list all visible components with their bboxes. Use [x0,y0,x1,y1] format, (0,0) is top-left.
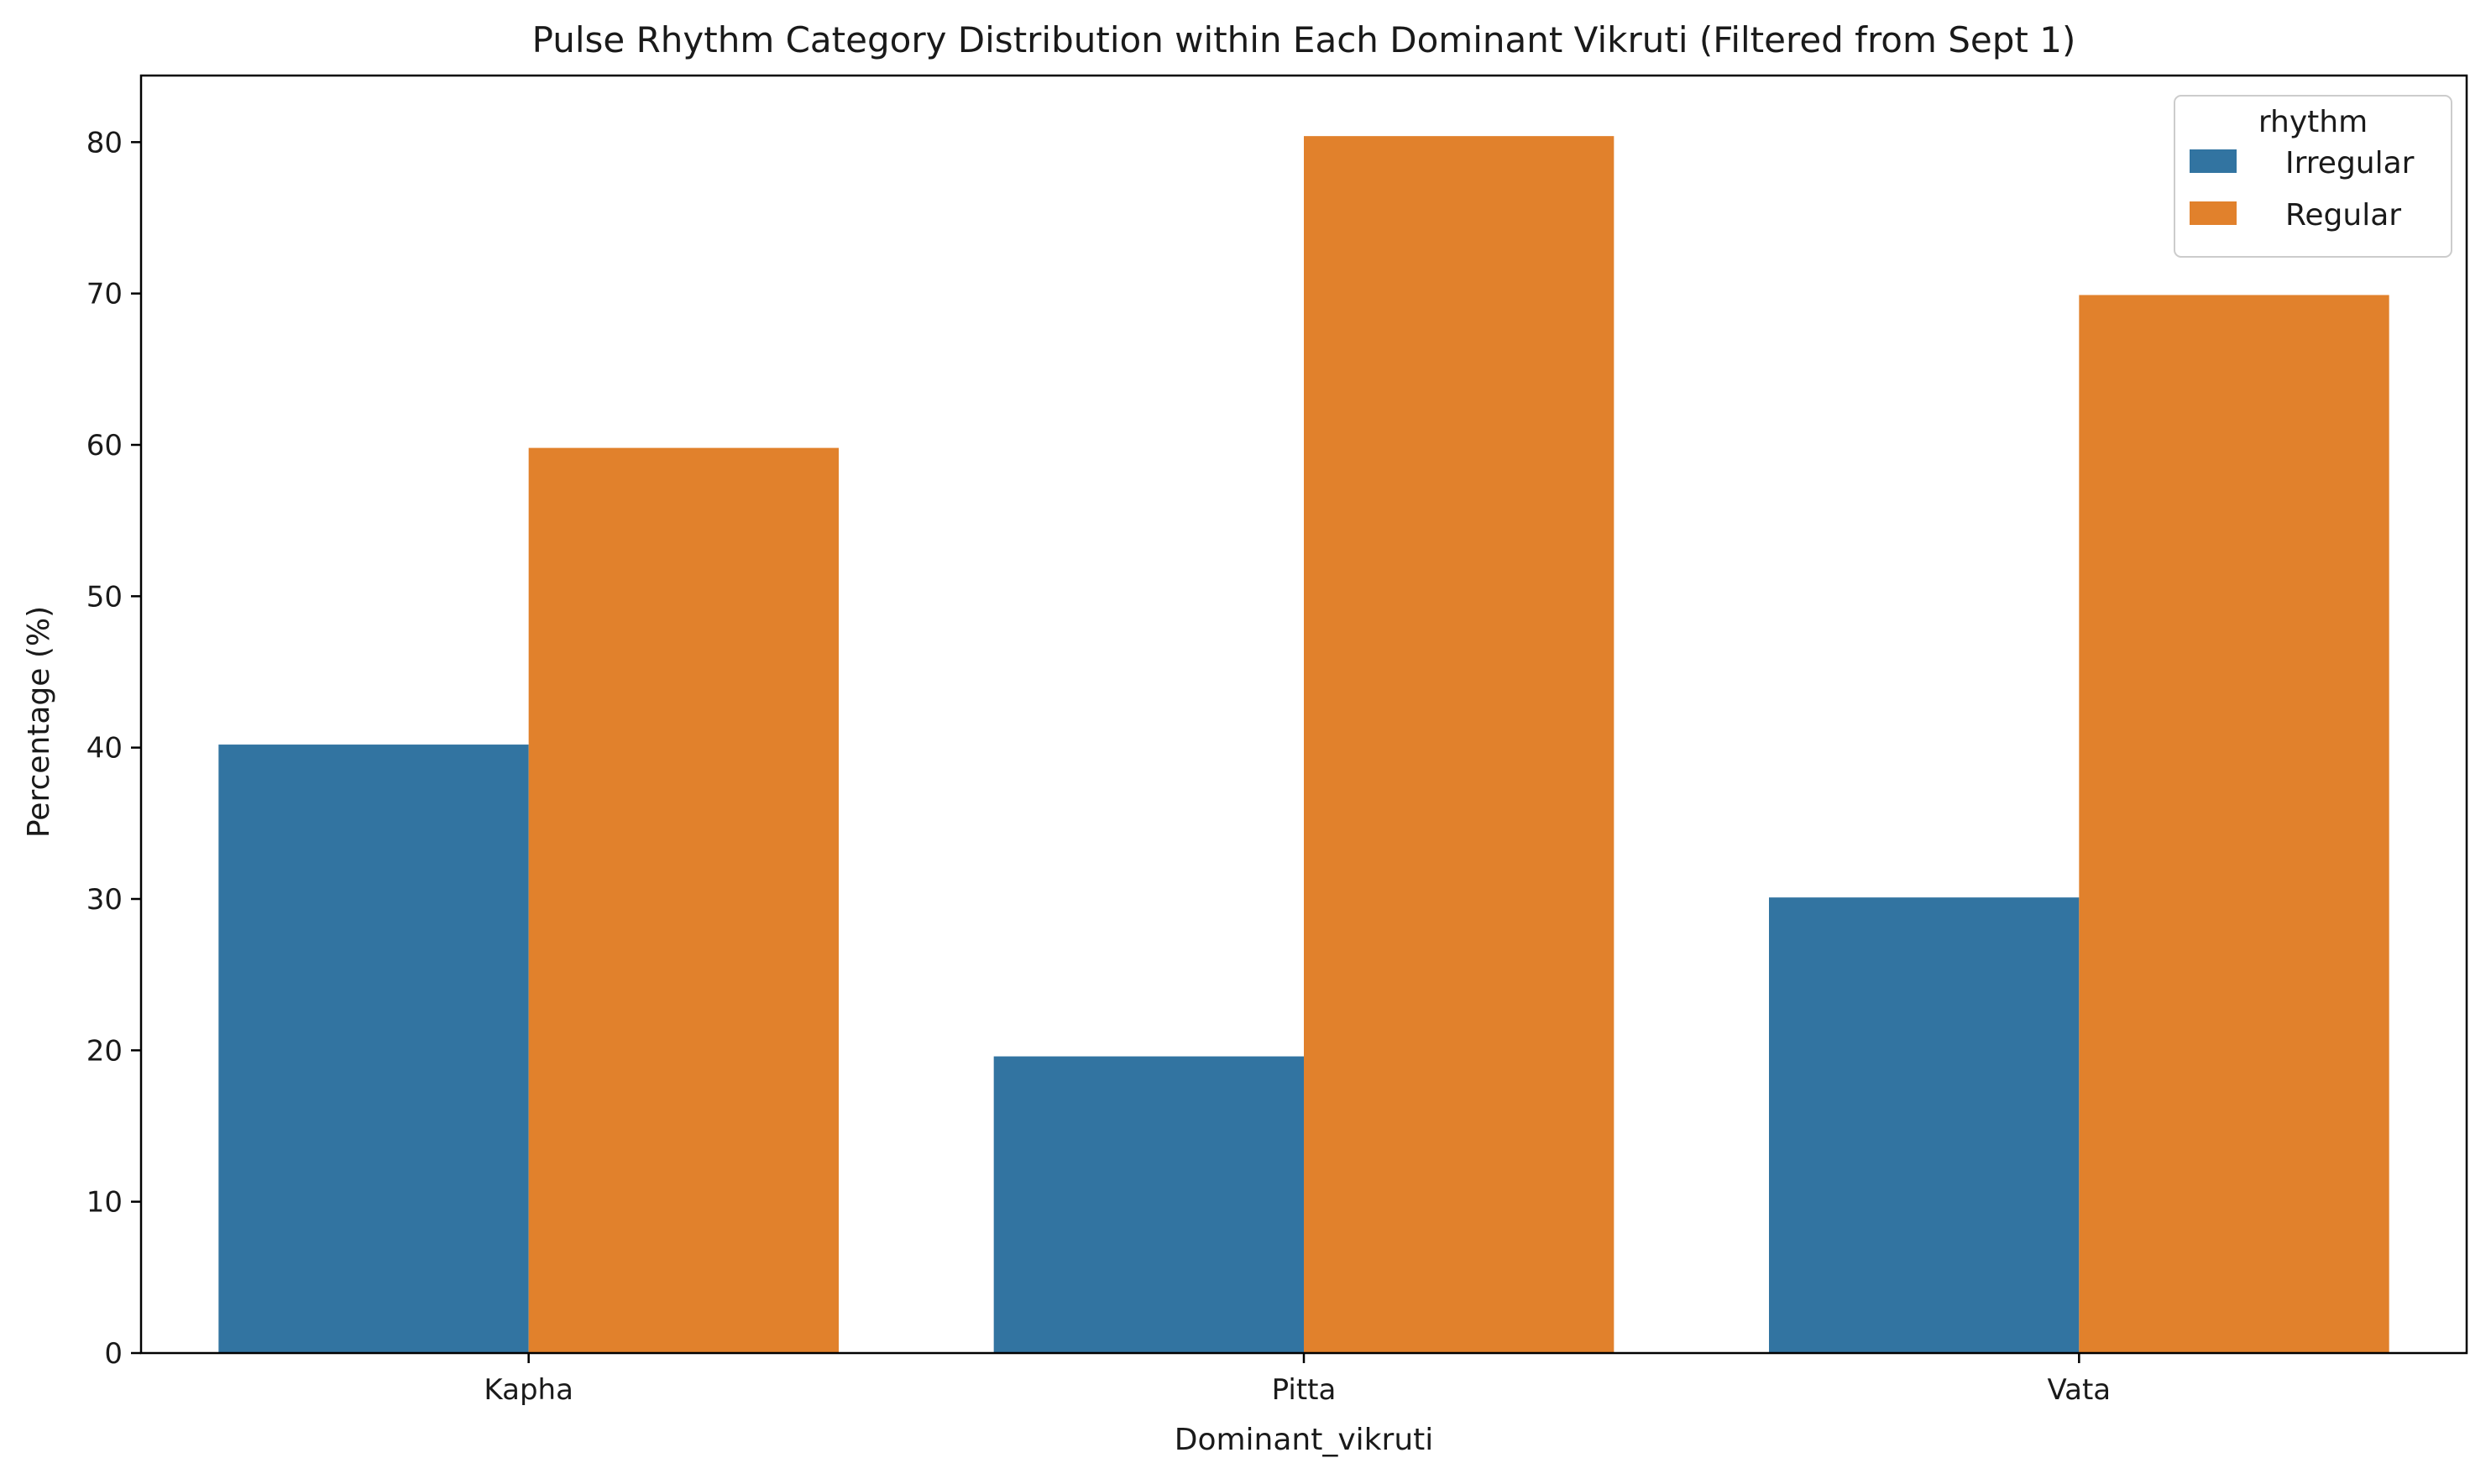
bar-pitta-regular [1304,136,1614,1354]
y-tick-label: 40 [86,732,123,766]
legend: rhythm Irregular Regular [2174,95,2452,258]
bars [218,136,2389,1354]
y-tick-label: 10 [86,1186,123,1220]
y-tick-label: 60 [86,429,123,462]
legend-swatch-regular [2190,201,2237,225]
bar-vata-regular [2079,295,2389,1353]
chart-title: Pulse Rhythm Category Distribution withi… [532,19,2076,60]
bar-vata-irregular [1769,897,2080,1353]
x-tick-label: Kapha [484,1373,573,1407]
legend-title: rhythm [2258,105,2368,139]
y-axis-ticks: 0 10 20 30 40 50 60 70 80 [86,126,141,1371]
x-axis-ticks: Kapha Pitta Vata [484,1353,2111,1407]
legend-label-irregular: Irregular [2285,146,2415,180]
legend-swatch-irregular [2190,149,2237,173]
plot-frame [139,74,2468,1355]
legend-label-regular: Regular [2285,198,2401,233]
legend-box [2174,95,2452,258]
y-tick-label: 50 [86,580,123,614]
y-axis-label: Percentage (%) [22,606,56,838]
x-tick-label: Pitta [1272,1373,1337,1407]
legend-items: Irregular Regular [2190,146,2415,233]
y-tick-label: 0 [104,1337,123,1371]
bar-pitta-irregular [993,1056,1304,1353]
y-tick-label: 70 [86,278,123,311]
y-tick-label: 80 [86,126,123,159]
plot-area: Kapha Pitta Vata 0 10 20 30 40 50 60 70 80 [86,74,2468,1407]
y-tick-label: 30 [86,883,123,917]
x-tick-label: Vata [2048,1373,2112,1407]
x-axis-label: Dominant_vikruti [1175,1423,1434,1457]
bar-kapha-regular [528,447,839,1353]
bar-kapha-irregular [218,745,529,1353]
y-tick-label: 20 [86,1034,123,1068]
